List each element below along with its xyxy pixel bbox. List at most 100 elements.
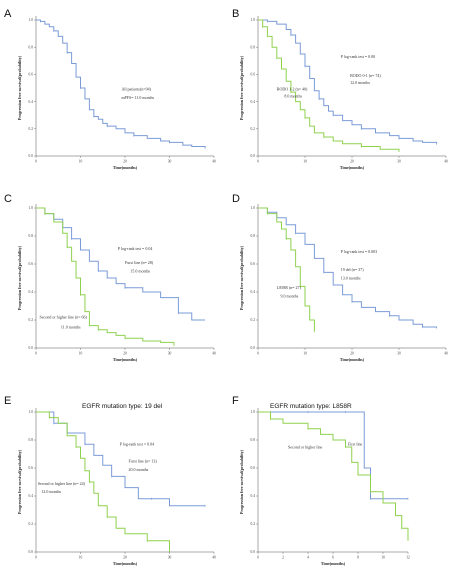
y-tick-label: 0.8 <box>29 438 34 442</box>
y-tick-label: 1.0 <box>29 410 34 414</box>
y-axis-title: Progression free survival(probability) <box>239 245 244 310</box>
x-tick-label: 10 <box>79 556 83 560</box>
x-tick-label: 20 <box>123 352 127 356</box>
panel-title: EGFR mutation type: 19 del <box>82 403 163 410</box>
y-tick-label: 0.0 <box>29 550 34 554</box>
km-panel-a: A 0.0 0.2 0.4 0.6 0.8 1.0 0 10 20 30 40 Time(months)… <box>4 8 216 170</box>
km-step-line <box>258 207 438 329</box>
panel-letter: D <box>232 193 240 205</box>
x-tick-label: 0 <box>257 160 259 164</box>
x-tick-label: 10 <box>381 556 385 560</box>
annotation-text: BODO 1-2 (n= 40) <box>277 87 308 92</box>
km-panel-d: D 0.0 0.2 0.4 0.6 0.8 1.0 0 10 20 30 40 Time(months)… <box>232 193 448 362</box>
x-tick-label: 2 <box>282 556 284 560</box>
annotation-text: P log-rank test = 0.04 <box>120 442 154 447</box>
panel-letter: C <box>4 193 12 205</box>
y-tick-label: 0.2 <box>251 127 256 131</box>
km-panel-c: C 0.0 0.2 0.4 0.6 0.8 1.0 0 10 20 30 40 Time(months)… <box>4 193 216 362</box>
y-tick-label: 0.6 <box>251 73 256 77</box>
annotation-text: 11.0 months <box>61 324 81 329</box>
y-tick-label: 0.8 <box>29 234 34 238</box>
y-axis-title: Progression free survival(probability) <box>17 449 22 514</box>
y-tick-label: 0.0 <box>29 154 34 158</box>
x-tick-label: 40 <box>444 160 448 164</box>
x-tick-label: 20 <box>350 160 354 164</box>
annotation-text: P log-rank test = 0.00 <box>341 54 375 59</box>
annotation-text: All patients(n=94) <box>121 87 151 92</box>
x-tick-label: 40 <box>212 352 216 356</box>
y-tick-label: 0.4 <box>29 494 34 498</box>
x-tick-label: 10 <box>79 160 83 164</box>
y-tick-label: 0.4 <box>29 100 34 104</box>
y-tick-label: 0.6 <box>251 466 256 470</box>
x-tick-label: 0 <box>257 352 259 356</box>
x-tick-label: 40 <box>212 556 216 560</box>
annotation-text: 19 del (n= 37) <box>341 267 364 272</box>
y-tick-label: 0.8 <box>251 438 256 442</box>
panel-letter: A <box>4 8 12 20</box>
annotation-text: 12.0 months <box>41 489 61 494</box>
x-tick-label: 10 <box>79 352 83 356</box>
x-axis-title: Time(months) <box>340 165 365 170</box>
annotation-text: First line <box>348 442 363 447</box>
x-tick-label: 40 <box>212 160 216 164</box>
x-tick-label: 30 <box>168 352 172 356</box>
y-tick-label: 0.4 <box>251 100 256 104</box>
km-step-line <box>258 207 315 332</box>
x-axis-title: Time(months) <box>113 561 138 566</box>
annotation-text: 9.0 months <box>281 294 299 299</box>
y-tick-label: 0.6 <box>29 466 34 470</box>
y-tick-label: 0.8 <box>29 45 34 49</box>
y-axis-title: Progression free survival(probability) <box>239 449 244 514</box>
x-tick-label: 6 <box>332 556 334 560</box>
y-tick-label: 0.0 <box>251 154 256 158</box>
y-tick-label: 0.2 <box>29 522 34 526</box>
y-tick-label: 1.0 <box>251 206 256 210</box>
annotation-text: 12.0 months <box>350 80 370 85</box>
x-tick-label: 0 <box>35 160 37 164</box>
y-tick-label: 0.8 <box>251 234 256 238</box>
km-step-line <box>36 19 206 148</box>
x-tick-label: 20 <box>123 556 127 560</box>
x-axis-title: Time(months) <box>113 165 138 170</box>
km-step-line <box>36 207 206 321</box>
y-tick-label: 0.6 <box>29 262 34 266</box>
annotation-text: Furst line (n= 13) <box>129 458 158 463</box>
y-tick-label: 0.2 <box>251 522 256 526</box>
y-tick-label: 0.4 <box>29 290 34 294</box>
y-tick-label: 0.0 <box>29 346 34 350</box>
panel-letter: B <box>232 8 239 20</box>
x-tick-label: 20 <box>350 352 354 356</box>
annotation-text: Second or higher line <box>288 444 323 449</box>
y-axis-title: Progression free survival(probability) <box>239 55 244 120</box>
annotation-text: P log-rank test = 0.003 <box>341 249 377 254</box>
km-step-line <box>258 411 408 500</box>
x-axis-title: Time(months) <box>321 561 346 566</box>
annotation-text: BODO 0-1 (n= 74) <box>350 73 381 78</box>
x-tick-label: 0 <box>35 352 37 356</box>
annotation-text: Furst line (n= 28) <box>125 260 154 265</box>
y-tick-label: 0.2 <box>29 127 34 131</box>
x-tick-label: 12 <box>406 556 410 560</box>
y-tick-label: 0.6 <box>29 73 34 77</box>
annotation-text: Second or higher line (n= 66) <box>40 315 88 320</box>
x-tick-label: 30 <box>168 160 172 164</box>
y-axis-title: Progression free survival(probability) <box>17 55 22 120</box>
panel-letter: F <box>232 395 239 407</box>
annotation-text: 20.0 months <box>129 467 149 472</box>
y-tick-label: 0.2 <box>251 318 256 322</box>
x-axis-title: Time(months) <box>113 357 138 362</box>
x-tick-label: 40 <box>444 352 448 356</box>
y-tick-label: 0.4 <box>251 494 256 498</box>
x-tick-label: 0 <box>35 556 37 560</box>
x-tick-label: 20 <box>123 160 127 164</box>
x-tick-label: 8 <box>357 556 359 560</box>
y-axis-title: Progression free survival(probability) <box>17 245 22 310</box>
annotation-text: 13.0 months <box>341 275 361 280</box>
km-step-line <box>258 411 409 541</box>
x-tick-label: 30 <box>397 160 401 164</box>
x-tick-label: 10 <box>303 352 307 356</box>
annotation-text: 15.0 months <box>130 268 150 273</box>
x-tick-label: 4 <box>307 556 309 560</box>
